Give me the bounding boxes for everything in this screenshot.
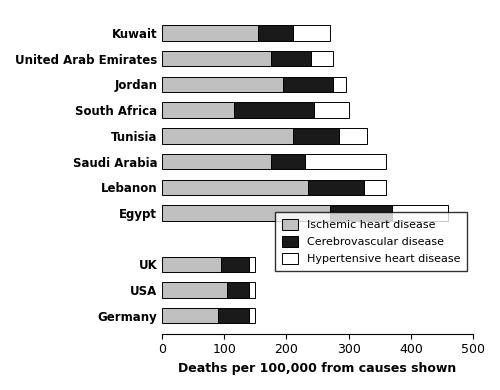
Bar xyxy=(162,205,330,221)
Bar xyxy=(292,128,340,144)
Bar xyxy=(392,205,448,221)
Bar xyxy=(228,282,249,298)
Bar xyxy=(258,25,292,41)
Bar xyxy=(162,128,292,144)
Bar xyxy=(292,25,330,41)
Bar xyxy=(249,308,256,323)
Bar xyxy=(271,154,305,169)
Legend: Ischemic heart disease, Cerebrovascular disease, Hypertensive heart disease: Ischemic heart disease, Cerebrovascular … xyxy=(275,212,468,271)
Bar xyxy=(249,282,256,298)
Bar xyxy=(162,282,228,298)
Bar xyxy=(162,179,308,195)
Bar xyxy=(234,103,314,118)
Bar xyxy=(162,154,271,169)
Bar xyxy=(314,103,348,118)
Bar xyxy=(162,25,258,41)
Bar xyxy=(364,179,386,195)
Bar xyxy=(218,308,249,323)
Bar xyxy=(330,205,392,221)
X-axis label: Deaths per 100,000 from causes shown: Deaths per 100,000 from causes shown xyxy=(178,362,456,375)
Bar xyxy=(308,179,364,195)
Bar xyxy=(162,308,218,323)
Bar xyxy=(162,51,271,66)
Bar xyxy=(284,77,333,92)
Bar xyxy=(162,103,234,118)
Bar xyxy=(333,77,345,92)
Bar xyxy=(271,51,312,66)
Bar xyxy=(221,257,249,272)
Bar xyxy=(249,257,256,272)
Bar xyxy=(340,128,367,144)
Bar xyxy=(312,51,333,66)
Bar xyxy=(162,257,221,272)
Bar xyxy=(162,77,284,92)
Bar xyxy=(305,154,386,169)
